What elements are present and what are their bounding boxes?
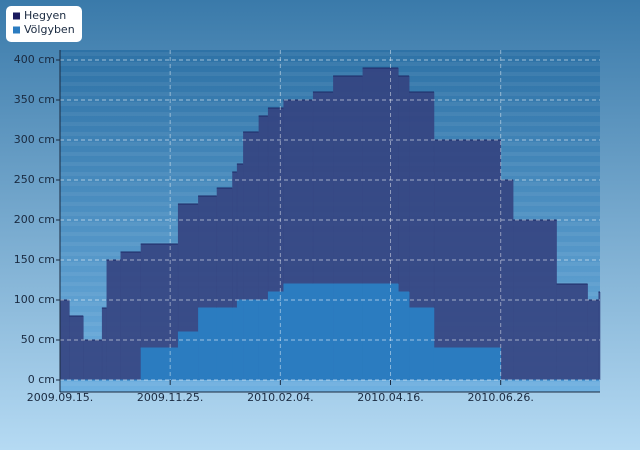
x-tick-label: 2010.06.26. bbox=[467, 391, 533, 404]
legend-swatch bbox=[13, 12, 20, 20]
step-bar bbox=[333, 284, 363, 380]
y-tick-label: 200 cm bbox=[14, 213, 55, 226]
y-tick-label: 250 cm bbox=[14, 173, 55, 186]
legend-box bbox=[6, 6, 82, 42]
y-tick-label: 350 cm bbox=[14, 93, 55, 106]
y-tick-label: 0 cm bbox=[28, 373, 55, 386]
x-tick-label: 2010.02.04. bbox=[247, 391, 313, 404]
step-bar bbox=[362, 284, 399, 380]
step-bar bbox=[60, 300, 70, 380]
legend-label: Hegyen bbox=[24, 9, 66, 22]
step-bar bbox=[513, 220, 557, 380]
step-bar bbox=[283, 284, 314, 380]
step-bar bbox=[312, 284, 334, 380]
step-bar bbox=[101, 308, 107, 380]
step-bar bbox=[140, 348, 179, 380]
stripe bbox=[60, 72, 600, 76]
step-bar bbox=[556, 284, 588, 380]
step-bar bbox=[198, 308, 218, 380]
stripe bbox=[60, 52, 600, 56]
x-tick-label: 2009.11.25. bbox=[137, 391, 203, 404]
step-bar bbox=[598, 292, 601, 380]
legend-label: Völgyben bbox=[24, 23, 75, 36]
step-bar bbox=[398, 76, 410, 380]
step-bar bbox=[177, 332, 199, 380]
step-bar bbox=[83, 340, 103, 380]
stripe bbox=[60, 382, 600, 386]
step-bar bbox=[106, 260, 121, 380]
step-bar bbox=[69, 316, 84, 380]
step-bar bbox=[398, 292, 410, 380]
step-bar bbox=[236, 164, 244, 380]
y-tick-label: 150 cm bbox=[14, 253, 55, 266]
step-bar bbox=[120, 252, 141, 380]
stripe bbox=[60, 82, 600, 86]
y-tick-label: 300 cm bbox=[14, 133, 55, 146]
x-tick-label: 2009.09.15. bbox=[27, 391, 93, 404]
stripe bbox=[60, 62, 600, 66]
step-bar bbox=[409, 308, 435, 380]
step-bar bbox=[232, 172, 238, 380]
step-bar bbox=[216, 308, 233, 380]
x-tick-label: 2010.04.16. bbox=[357, 391, 423, 404]
step-bar bbox=[500, 180, 514, 380]
legend-swatch bbox=[13, 26, 20, 34]
y-tick-label: 100 cm bbox=[14, 293, 55, 306]
step-bar bbox=[232, 308, 238, 380]
step-bar bbox=[236, 300, 244, 380]
y-tick-label: 50 cm bbox=[21, 333, 55, 346]
step-bar bbox=[258, 116, 269, 380]
y-tick-label: 400 cm bbox=[14, 53, 55, 66]
step-bar bbox=[433, 348, 501, 380]
step-bar bbox=[267, 292, 284, 380]
